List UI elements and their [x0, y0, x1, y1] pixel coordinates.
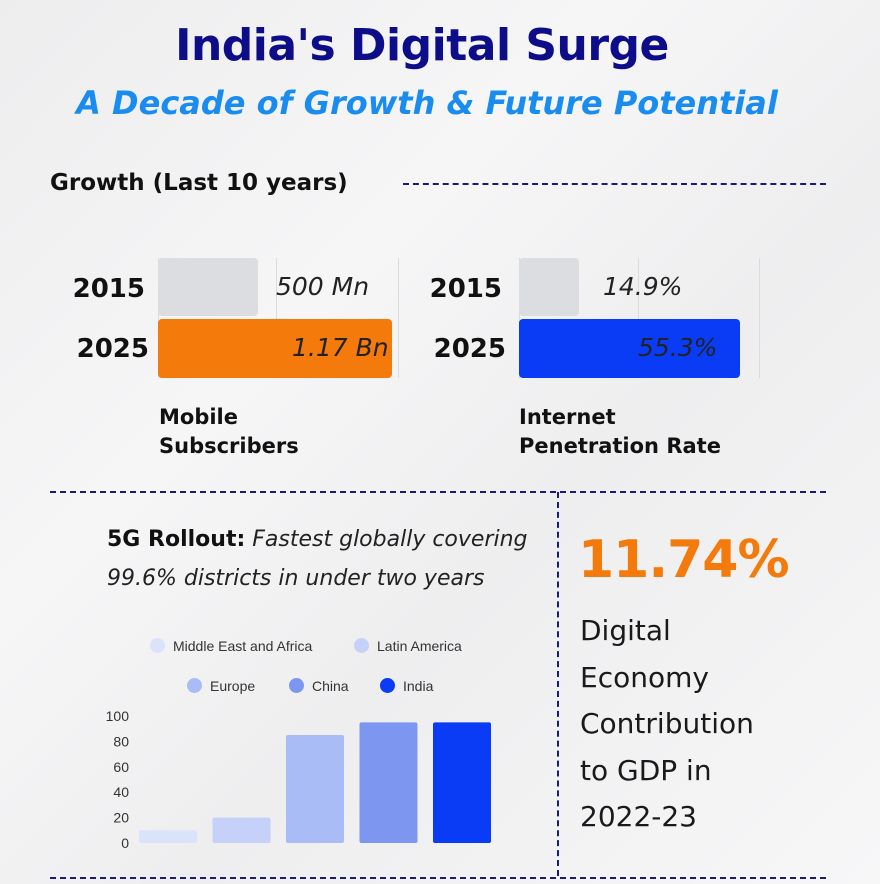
rollout-text: 5G Rollout: Fastest globally covering 99…	[107, 520, 552, 598]
section-divider	[50, 491, 826, 493]
column-divider	[557, 492, 559, 876]
legend-item: China	[289, 678, 349, 694]
gdp-desc-line2: Economy	[580, 660, 709, 694]
bar-middle-east-and-africa	[139, 830, 197, 843]
rollout-heading: 5G Rollout:	[107, 527, 246, 552]
legend-label: Europe	[210, 678, 256, 694]
y-tick-label: 40	[113, 784, 129, 800]
mobile-bar-2015	[158, 258, 258, 316]
y-tick-label: 100	[106, 708, 130, 724]
page-subtitle: A Decade of Growth & Future Potential	[76, 84, 778, 122]
mobile-value-2015: 500 Mn	[276, 272, 370, 301]
section-divider	[50, 877, 826, 879]
internet-year-2015: 2015	[429, 274, 502, 304]
growth-section-title: Growth (Last 10 years)	[50, 170, 348, 196]
internet-bar-2015	[519, 258, 579, 316]
legend-swatch	[150, 638, 165, 653]
mobile-gridline	[158, 258, 159, 378]
mobile-bar-2025	[158, 319, 392, 378]
gdp-stat-description: Digital Economy Contribution to GDP in 2…	[580, 608, 870, 841]
legend-item: Latin America	[354, 638, 462, 654]
bar-china	[359, 722, 418, 843]
page-title: India's Digital Surge	[175, 20, 669, 71]
rollout-description: Fastest globally covering 99.6% district…	[107, 527, 528, 591]
y-tick-label: 20	[113, 810, 129, 826]
mobile-gridline	[276, 258, 277, 378]
y-tick-label: 0	[121, 835, 129, 851]
internet-gridline	[759, 258, 760, 378]
legend-swatch	[380, 678, 395, 693]
legend-swatch	[187, 678, 202, 693]
legend-item: India	[380, 678, 433, 694]
mobile-label-line1: Mobile	[159, 405, 238, 429]
gdp-desc-line5: 2022-23	[580, 800, 697, 833]
bar-india	[433, 722, 491, 843]
internet-bar-2025	[519, 319, 740, 378]
legend-item: Europe	[187, 678, 255, 694]
legend-label: India	[403, 678, 434, 694]
internet-gridline	[519, 258, 520, 378]
section-divider	[403, 183, 826, 185]
bar-europe	[286, 735, 344, 843]
internet-value-2025: 55.3%	[638, 333, 718, 362]
mobile-label-line2: Subscribers	[159, 434, 299, 458]
gdp-desc-line1: Digital	[580, 614, 671, 647]
mobile-gridline	[398, 258, 399, 378]
mobile-year-2025: 2025	[76, 334, 149, 364]
y-tick-label: 80	[113, 733, 129, 749]
internet-label: Internet Penetration Rate	[519, 403, 721, 461]
mobile-year-2015: 2015	[72, 274, 145, 304]
legend-label: China	[312, 678, 349, 694]
legend-label: Middle East and Africa	[173, 638, 313, 654]
gdp-desc-line4: to GDP in	[580, 753, 712, 787]
legend-swatch	[289, 678, 304, 693]
bar-latin-america	[212, 817, 271, 843]
gdp-stat-value: 11.74%	[578, 530, 790, 590]
internet-label-line1: Internet	[519, 405, 616, 429]
mobile-label: Mobile Subscribers	[159, 403, 299, 461]
internet-value-2015: 14.9%	[603, 272, 683, 301]
legend-swatch	[354, 638, 369, 653]
legend-label: Latin America	[377, 638, 462, 654]
rollout-bar-chart: 0 20 40 60 80 100	[106, 708, 491, 851]
mobile-value-2025: 1.17 Bn	[292, 333, 389, 362]
y-tick-label: 60	[113, 759, 129, 775]
gdp-desc-line3: Contribution	[580, 707, 754, 740]
internet-gridline	[638, 258, 639, 378]
internet-year-2025: 2025	[433, 334, 506, 364]
legend-item: Middle East and Africa	[150, 638, 312, 654]
internet-label-line2: Penetration Rate	[519, 434, 721, 458]
